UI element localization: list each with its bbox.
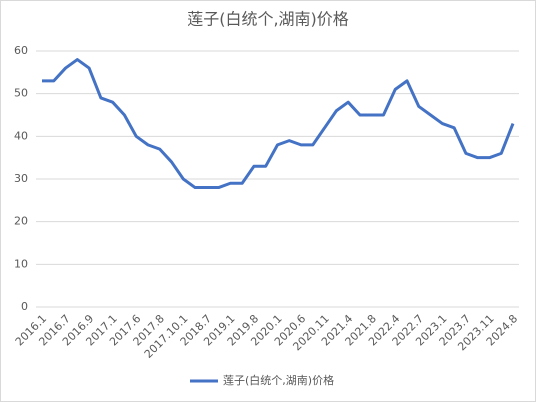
y-tick-label: 20: [14, 215, 28, 228]
y-tick-label: 10: [14, 257, 28, 270]
y-tick-label: 0: [21, 300, 28, 313]
y-tick-label: 30: [14, 172, 28, 185]
line-series: [42, 58, 515, 190]
chart-title: 莲子(白统个,湖南)价格: [187, 10, 349, 29]
y-tick-label: 40: [14, 129, 28, 142]
y-tick-label: 50: [14, 87, 28, 100]
y-tick-label: 60: [14, 44, 28, 57]
legend-label: 莲子(白统个,湖南)价格: [223, 373, 334, 387]
